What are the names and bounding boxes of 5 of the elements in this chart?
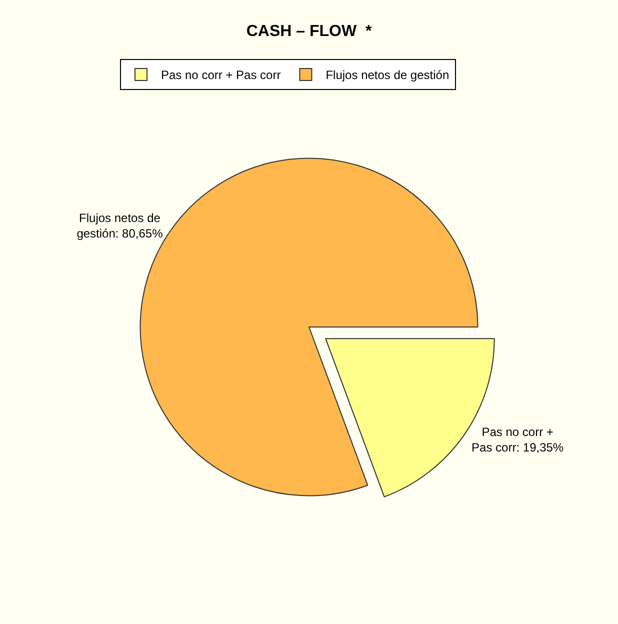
legend-label: Flujos netos de gestión [326,68,450,82]
legend-label: Pas no corr + Pas corr [161,68,281,82]
data-label: Flujos netos de gestión: 80,65% [76,210,164,241]
data-label: Pas no corr + Pas corr: 19,35% [472,424,564,455]
chart-title: CASH – FLOW * [246,23,372,40]
